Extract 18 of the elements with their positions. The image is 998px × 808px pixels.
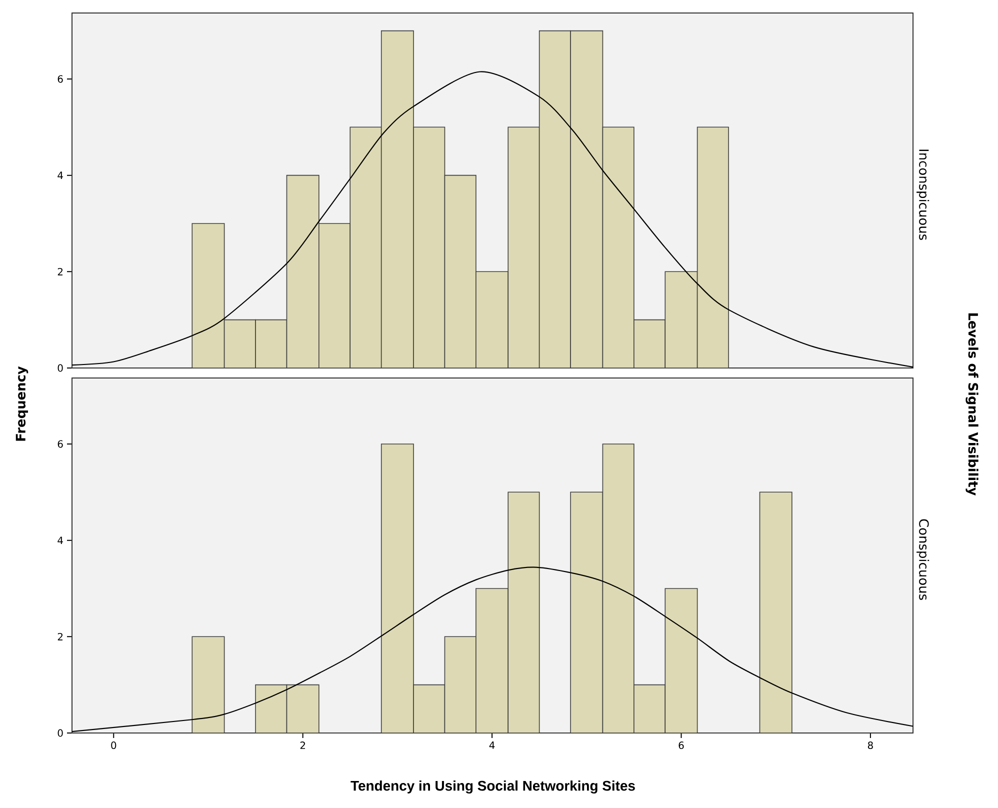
y-tick-label: 2 bbox=[58, 268, 62, 276]
y2-axis-title: Levels of Signal Visibility bbox=[966, 313, 978, 496]
y-tick-label: 6 bbox=[58, 75, 63, 83]
y-tick-label: 0 bbox=[58, 729, 63, 737]
y-tick-label: 0 bbox=[58, 364, 63, 372]
x-tick-label: 6 bbox=[678, 742, 684, 750]
y-axis-title: Frequency bbox=[16, 366, 28, 441]
y-tick-label: 6 bbox=[58, 440, 63, 448]
x-tick-label: 0 bbox=[111, 742, 116, 750]
text: Conspicuous bbox=[916, 519, 930, 600]
x-axis-title: Tendency in Using Social Networking Sites bbox=[350, 780, 635, 794]
text: Inconspicuous bbox=[916, 150, 930, 240]
y-tick-label: 4 bbox=[58, 172, 63, 179]
x-tick-label: 4 bbox=[489, 742, 495, 749]
x-tick-label: 8 bbox=[868, 742, 873, 750]
y-tick-label: 2 bbox=[58, 632, 62, 640]
x-tick-label: 2 bbox=[300, 742, 306, 749]
y-tick-label: 4 bbox=[58, 536, 63, 544]
